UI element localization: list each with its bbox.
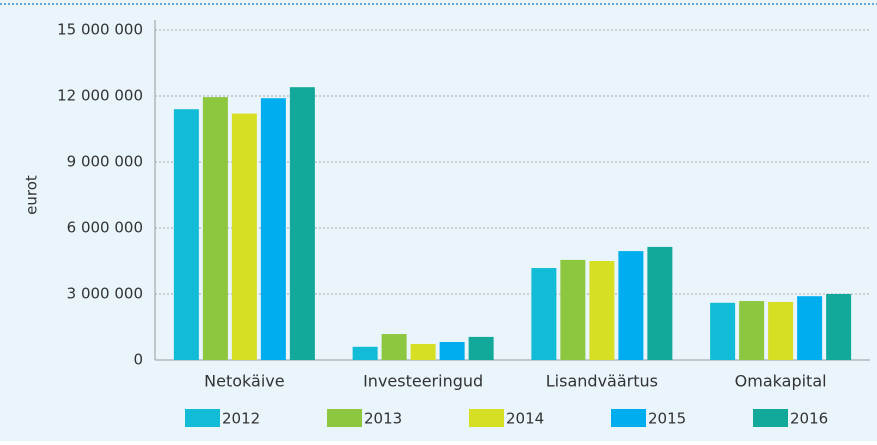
- bar: [618, 251, 644, 360]
- legend-label: 2012: [222, 410, 260, 428]
- bar: [260, 98, 286, 360]
- bar: [173, 109, 199, 360]
- bar: [710, 302, 736, 360]
- y-tick-label: 3 000 000: [67, 285, 143, 303]
- bar: [381, 334, 407, 360]
- bar: [768, 301, 794, 360]
- legend-label: 2015: [648, 410, 686, 428]
- bar: [560, 259, 586, 360]
- bar: [739, 301, 765, 360]
- y-tick-label: 0: [133, 351, 143, 369]
- y-tick-label: 6 000 000: [67, 219, 143, 237]
- x-tick-label: Omakapital: [735, 372, 827, 391]
- x-tick-label: Investeeringud: [363, 372, 483, 391]
- bar: [531, 268, 557, 360]
- bar: [202, 97, 228, 360]
- legend-swatch: [185, 409, 220, 427]
- bar: [468, 336, 494, 360]
- legend-label: 2013: [364, 410, 402, 428]
- legend-swatch: [469, 409, 504, 427]
- bar: [647, 246, 673, 360]
- legend-swatch: [611, 409, 646, 427]
- bar: [589, 261, 615, 360]
- bar: [231, 113, 257, 360]
- bar: [352, 346, 378, 360]
- y-axis-label: eurot: [23, 175, 41, 215]
- bar: [439, 341, 465, 360]
- y-tick-label: 15 000 000: [57, 21, 143, 39]
- legend-label: 2016: [790, 410, 828, 428]
- x-tick-label: Lisandväärtus: [546, 372, 658, 391]
- y-tick-label: 9 000 000: [67, 153, 143, 171]
- bar: [410, 343, 436, 360]
- legend-swatch: [753, 409, 788, 427]
- legend-swatch: [327, 409, 362, 427]
- x-tick-label: Netokäive: [204, 372, 284, 391]
- bar: [797, 296, 823, 360]
- bar: [289, 87, 315, 360]
- bar: [826, 294, 852, 360]
- legend-label: 2014: [506, 410, 544, 428]
- y-tick-label: 12 000 000: [57, 87, 143, 105]
